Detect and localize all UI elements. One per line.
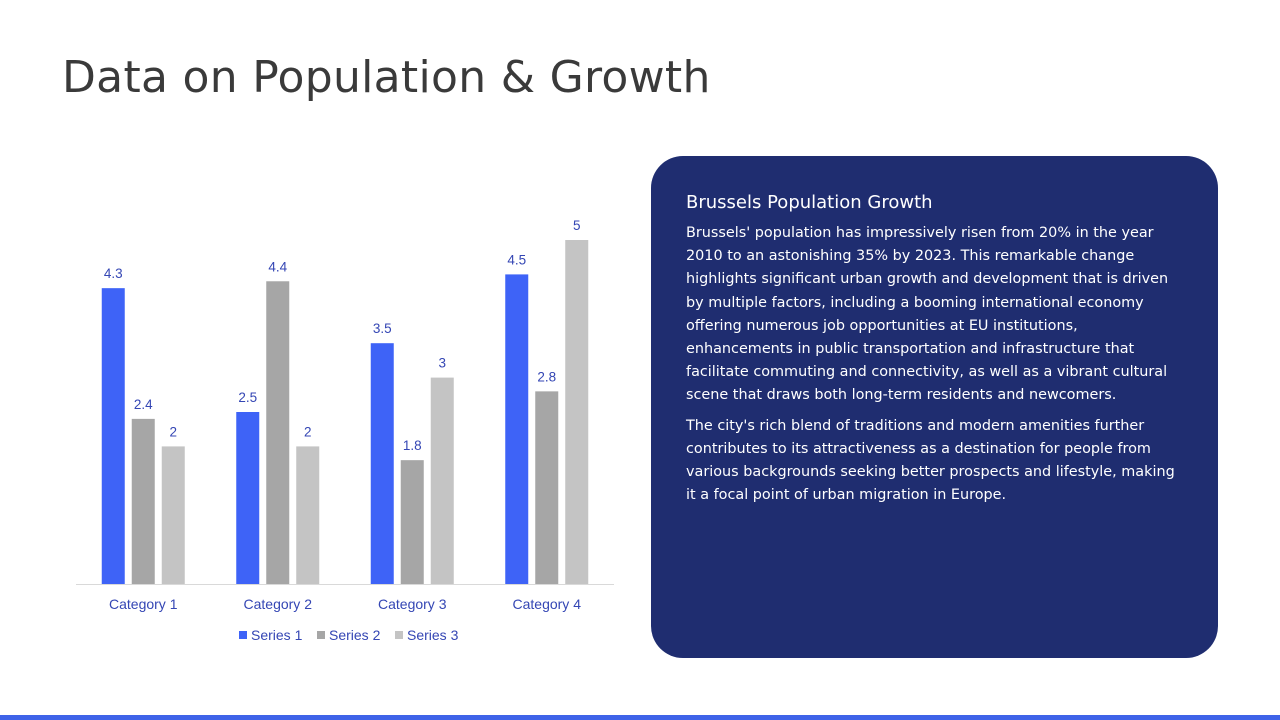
legend-swatch-series-2 bbox=[317, 631, 325, 639]
bar-4-series-1 bbox=[505, 274, 529, 584]
data-label-4-series-2: 2.8 bbox=[537, 369, 556, 384]
data-label-4-series-3: 5 bbox=[573, 218, 581, 233]
data-label-1-series-2: 2.4 bbox=[134, 397, 153, 412]
legend-label-series-2: Series 2 bbox=[329, 627, 381, 643]
bar-1-series-2 bbox=[131, 418, 155, 584]
bar-2-series-2 bbox=[266, 281, 290, 584]
data-label-1-series-3: 2 bbox=[169, 424, 177, 439]
data-label-2-series-3: 2 bbox=[304, 424, 312, 439]
x-tick-label-1: Category 1 bbox=[109, 596, 178, 612]
bar-1-series-1 bbox=[101, 288, 125, 584]
data-label-3-series-2: 1.8 bbox=[403, 438, 422, 453]
panel-paragraph-2: The city's rich blend of traditions and … bbox=[686, 417, 1175, 504]
bar-1-series-3 bbox=[161, 446, 185, 584]
legend-label-series-3: Series 3 bbox=[407, 627, 459, 643]
data-label-1-series-1: 4.3 bbox=[104, 266, 123, 281]
x-tick-label-2: Category 2 bbox=[244, 596, 313, 612]
bar-3-series-1 bbox=[370, 343, 394, 584]
slide-title: Data on Population & Growth bbox=[62, 52, 711, 103]
panel-heading: Brussels Population Growth bbox=[686, 192, 933, 213]
bar-3-series-2 bbox=[400, 460, 424, 584]
data-label-3-series-1: 3.5 bbox=[373, 321, 392, 336]
bar-3-series-3 bbox=[430, 377, 454, 584]
bar-4-series-3 bbox=[565, 240, 589, 584]
legend-swatch-series-3 bbox=[395, 631, 403, 639]
data-label-4-series-1: 4.5 bbox=[507, 252, 526, 267]
x-tick-label-3: Category 3 bbox=[378, 596, 447, 612]
bar-chart: 4.3 2.4 2 Category 1 2.5 4.4 2 Category 2 3.5 1.8… bbox=[76, 218, 614, 643]
bar-4-series-2 bbox=[535, 391, 559, 584]
legend-swatch-series-1 bbox=[239, 631, 247, 639]
data-label-2-series-1: 2.5 bbox=[238, 390, 257, 405]
x-tick-label-4: Category 4 bbox=[513, 596, 582, 612]
bar-2-series-1 bbox=[236, 412, 260, 584]
bar-2-series-3 bbox=[296, 446, 320, 584]
data-label-2-series-2: 4.4 bbox=[268, 259, 287, 274]
bottom-accent-bar bbox=[0, 715, 1280, 720]
legend-label-series-1: Series 1 bbox=[251, 627, 303, 643]
data-label-3-series-3: 3 bbox=[438, 356, 446, 371]
info-panel: Brussels Population Growth Brussels' pop… bbox=[651, 156, 1218, 658]
panel-paragraph-1: Brussels' population has impressively ri… bbox=[686, 225, 1169, 404]
